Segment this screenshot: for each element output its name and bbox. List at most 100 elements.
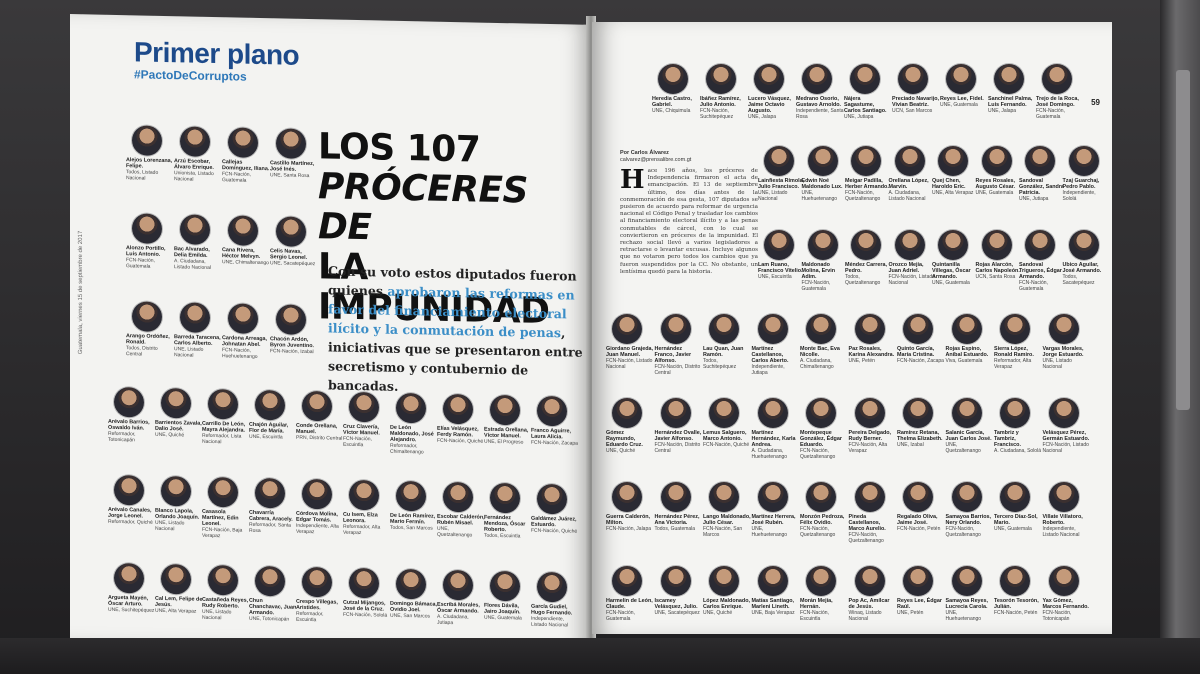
- deputy-card: Villate Villatoro, Roberto. Independiente…: [1043, 482, 1091, 538]
- deputy-photo: [894, 146, 925, 176]
- deputy-party: FCN-Nación, Distrito Central: [654, 364, 701, 376]
- deputy-photo: [255, 565, 285, 597]
- deputy-photo: [757, 566, 788, 596]
- deputy-card: Salanic García, Juan Carlos José. UNE, Qu…: [946, 398, 994, 454]
- deputy-card: Alonzo Portillo, Luis Antonio. FCN-Nación…: [126, 213, 174, 270]
- deputy-photo: [894, 230, 925, 260]
- deputy-name: Hernández Pérez, Ana Victoria.: [654, 514, 700, 526]
- deputy-party: Reformador, Alta Verapaz: [994, 358, 1032, 370]
- deputy-name: López Maldonado, Carlos Enrique.: [703, 598, 751, 610]
- deputy-photo: [754, 64, 784, 94]
- deputy-party: Reformador, Santa Rosa: [249, 521, 291, 534]
- deputy-card: Regalado Oliva, Jaime José. FCN-Nación, P…: [897, 482, 945, 532]
- deputy-name: Paz Rosales, Karina Alexandra.: [848, 346, 895, 358]
- deputy-party: Reformador, Totonicapán: [108, 430, 136, 444]
- deputy-photo: [903, 314, 933, 344]
- deputy-party: FCN-Nación, Alta Verapaz: [848, 442, 888, 454]
- deputy-name: Lucero Vásquez, Jaime Octavio Augusto.: [748, 96, 791, 114]
- deputy-party: UNE, Sacatepéquez: [654, 610, 700, 616]
- deputy-party: FCN-Nación, Sololá: [343, 611, 388, 619]
- deputy-photo: [208, 564, 238, 596]
- deputy-party: UNE, Listado Nacional: [155, 519, 185, 533]
- deputy-name: Velásquez Pérez, Germán Estuardo.: [1042, 430, 1090, 442]
- deputy-photo: [490, 570, 520, 602]
- deputy-party: FCN-Nación, Guatemala: [801, 280, 831, 292]
- deputy-party: FCN-Nación, Quiché: [703, 442, 750, 448]
- deputy-card: Lemus Salguero, Marco Antonio. FCN-Nación…: [703, 398, 751, 448]
- deputy-card: Carrillo De León, Mayra Alejandra. Reform…: [202, 388, 250, 446]
- section-header: Primer plano #PactoDeCorruptos: [134, 36, 299, 84]
- deputy-party: UNE, Petén: [848, 358, 875, 364]
- deputy-name: Quintanilla Villegas, Óscar Armando.: [932, 262, 971, 280]
- deputy-card: Monzón Pedroza, Félix Ovidio. FCN-Nación,…: [800, 482, 848, 538]
- deputy-name: Harmelin de León, Claude.: [606, 598, 653, 610]
- left-side-meta: Guatemala, viernes 15 de septiembre de 2…: [76, 54, 86, 355]
- deputy-name: Chun Chanchavac, Juan Armando.: [249, 597, 297, 617]
- deputy-name: Rojas Alarcón, Carlos Napoleón.: [975, 262, 1020, 274]
- deputy-name: Barrientos Zavala, Dalio José.: [155, 419, 202, 433]
- deputy-photo: [951, 566, 982, 596]
- deputy-party: Todos, Listado Nacional: [126, 169, 159, 182]
- deputy-photo: [981, 230, 1012, 260]
- deputy-party: Reformador, Lista Nacional: [202, 432, 242, 446]
- deputy-name: Maldonado Molina, Ervin Adim.: [801, 262, 836, 280]
- deputy-photo: [854, 314, 885, 344]
- deputy-photo: [349, 479, 379, 511]
- deputy-party: UNE, Guatemala: [484, 614, 522, 622]
- deputy-party: Independiente, Santa Rosa: [796, 108, 844, 120]
- article-body-text: ace 196 años, los próceres de Independen…: [620, 168, 758, 275]
- deputy-card: Escobar Calderón, Rubén Misael. UNE, Quet…: [437, 481, 485, 539]
- deputy-card: Ramírez Retana, Thelma Elizabeth. UNE, Iz…: [897, 398, 945, 448]
- deputy-name: Montepeque González, Édgar Eduardo.: [800, 430, 842, 448]
- deputy-party: Winaq, Listado Nacional: [848, 610, 882, 622]
- deputy-photo: [349, 391, 379, 423]
- deputy-party: UNE, Quiché: [703, 610, 733, 616]
- deputy-name: Cana Rivera, Héctor Melvyn.: [222, 247, 261, 260]
- deputy-card: Gómez Raymundo, Eduardo Cruz. UNE, Quiché: [606, 398, 654, 454]
- deputy-name: De León Ramírez, Mario Fermín.: [390, 512, 436, 526]
- deputy-card: Cu Isem, Elza Leonora. Reformador, Alta V…: [343, 479, 391, 537]
- deputy-party: UNE, Listado Nacional: [202, 608, 232, 622]
- deputy-card: Cruz Clavería, Víctor Manuel. FCN-Nación,…: [343, 391, 391, 449]
- deputy-name: Escobar Calderón, Rubén Misael.: [437, 513, 485, 527]
- deputy-photo: [806, 314, 836, 344]
- deputy-card: Montepeque González, Édgar Eduardo. FCN-N…: [800, 398, 848, 460]
- deputy-photo: [757, 314, 788, 344]
- deputy-card: Arango Ordóñez, Ronald. Todos, Distrito C…: [126, 301, 174, 358]
- deputy-card: Sandoval González, Sandra Patricia. UNE, …: [1019, 146, 1067, 202]
- deputy-party: Independiente, Listado Nacional: [531, 615, 568, 629]
- deputy-card: Blanco Lapola, Orlando Joaquín. UNE, List…: [155, 475, 203, 533]
- deputy-photo: [851, 146, 881, 176]
- byline-author: Por Carlos Álvarez: [620, 150, 669, 156]
- deputy-name: Salanic García, Juan Carlos José.: [945, 430, 992, 442]
- deputy-photo: [806, 566, 836, 596]
- deputy-card: Méndez Carrera, Pedro. Todos, Quetzaltena…: [845, 230, 893, 286]
- deputy-photo: [161, 387, 191, 419]
- deputy-party: FCN-Nación, Listado Nacional: [1042, 442, 1089, 454]
- deputy-card: Flores Dávila, Jairo Joaquín. UNE, Guatem…: [484, 570, 532, 622]
- table-surface: [0, 638, 1200, 674]
- deputy-photo: [228, 303, 258, 334]
- deputy-party: UNE, Guatemala: [940, 102, 978, 108]
- deputy-photo: [1048, 314, 1079, 344]
- deputy-name: Vargas Morales, Jorge Estuardo.: [1042, 346, 1084, 358]
- deputy-name: Heredia Castro, Gabriel.: [652, 96, 692, 108]
- deputy-photo: [1048, 398, 1079, 428]
- deputy-name: Cruz Clavería, Víctor Manuel.: [343, 423, 380, 437]
- headline-line-2: PRÓCERES DE: [318, 166, 528, 249]
- deputy-name: Tambriz y Tambriz, Francisco.: [994, 430, 1021, 448]
- deputy-photo: [537, 483, 567, 515]
- deputy-photo: [757, 398, 788, 428]
- deputy-name: Iscamey Velásquez, Julio.: [654, 598, 698, 610]
- deputy-card: Callejas Domínguez, Iliana. FCN-Nación, G…: [222, 127, 270, 184]
- deputy-photo: [807, 146, 838, 176]
- deputy-name: García Gudiel, Hugo Fernando.: [531, 603, 573, 617]
- deputy-party: UNE, Alta Verapaz: [932, 190, 974, 196]
- deputy-party: UNE, Quetzaltenango: [945, 442, 981, 454]
- deputy-photo: [114, 562, 144, 594]
- deputy-photo: [132, 213, 162, 244]
- deputy-card: Galdámez Juárez, Estuardo. FCN-Nación, Qu…: [531, 483, 579, 535]
- deputy-party: UNE, Quiché: [606, 448, 636, 454]
- deputy-card: Rojas Alarcón, Carlos Napoleón. UCN, Sant…: [976, 230, 1024, 280]
- deputy-party: UNE, El Progreso: [484, 438, 524, 446]
